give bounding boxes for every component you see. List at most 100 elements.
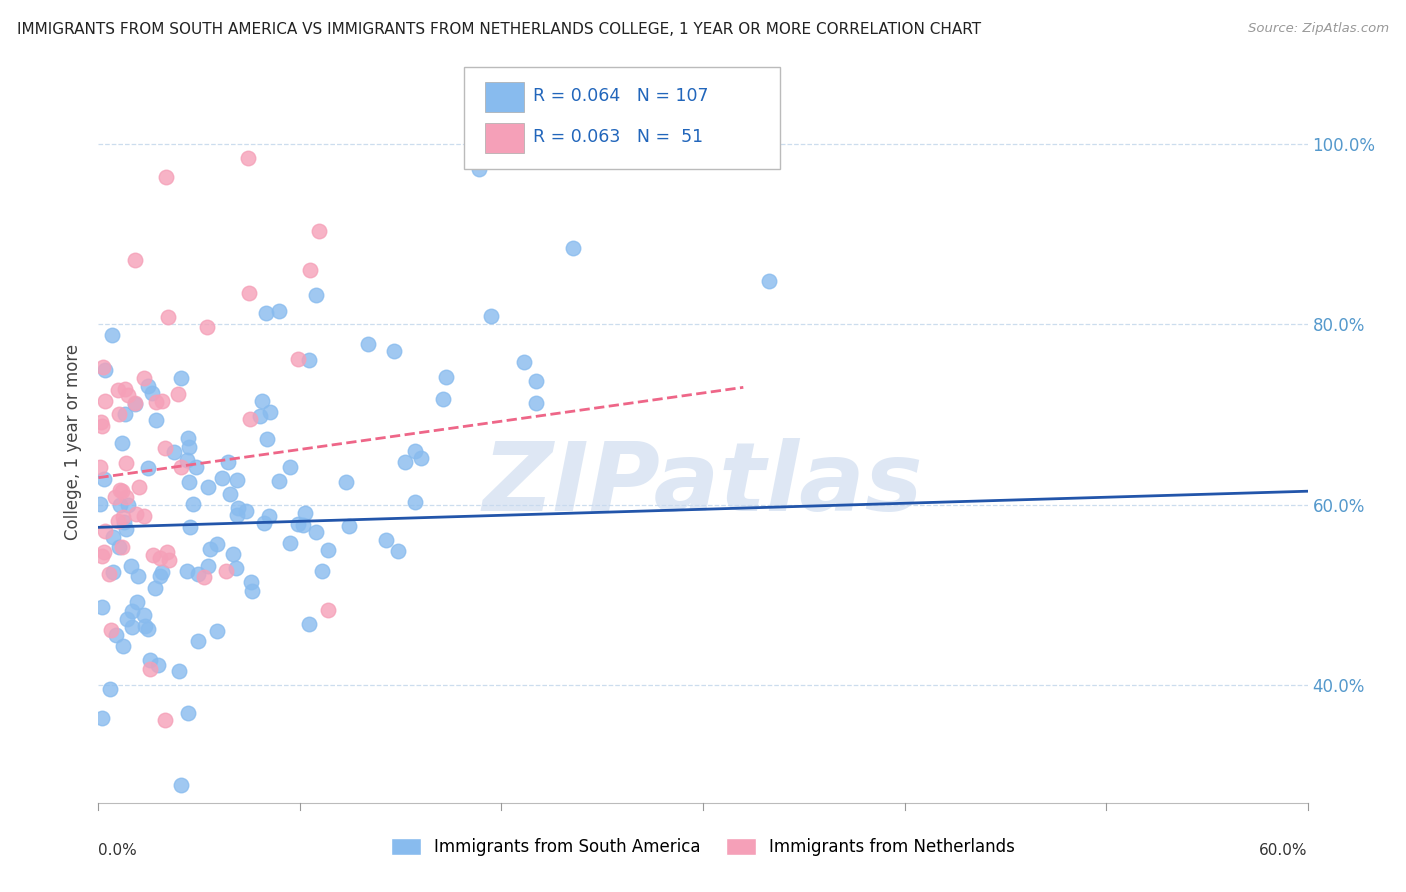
Point bbox=[211, 471, 233, 485]
Text: 0.0%: 0.0% bbox=[98, 844, 138, 858]
Point bbox=[316, 543, 339, 558]
Point bbox=[298, 352, 321, 367]
Point bbox=[127, 569, 149, 583]
Point bbox=[115, 491, 138, 505]
Point bbox=[434, 370, 457, 384]
Point bbox=[125, 507, 148, 521]
Point bbox=[357, 337, 380, 351]
Point bbox=[404, 443, 426, 458]
Point bbox=[139, 653, 162, 667]
Point bbox=[139, 662, 162, 676]
Point bbox=[152, 393, 174, 408]
Point bbox=[239, 411, 262, 425]
Point bbox=[235, 504, 257, 518]
Point bbox=[186, 459, 208, 474]
Point bbox=[222, 547, 245, 561]
Point bbox=[90, 600, 112, 615]
Point bbox=[114, 407, 136, 421]
Point bbox=[93, 524, 115, 538]
Point bbox=[115, 612, 138, 626]
Point bbox=[257, 509, 280, 524]
Point bbox=[111, 483, 134, 498]
Point bbox=[98, 567, 121, 582]
Point bbox=[149, 569, 172, 583]
Point bbox=[94, 394, 117, 409]
Point bbox=[179, 520, 201, 534]
Point bbox=[207, 624, 229, 638]
Point bbox=[278, 536, 301, 550]
Point bbox=[305, 524, 328, 539]
Point bbox=[225, 561, 247, 575]
Point bbox=[177, 706, 200, 720]
Point bbox=[170, 459, 193, 474]
Point bbox=[111, 640, 134, 654]
Point bbox=[90, 418, 112, 433]
Point bbox=[187, 634, 209, 648]
Point bbox=[136, 622, 159, 636]
Point bbox=[252, 394, 274, 409]
Point bbox=[93, 472, 115, 486]
Point bbox=[176, 452, 198, 467]
Point bbox=[193, 570, 215, 584]
Point bbox=[197, 480, 219, 494]
Point bbox=[335, 475, 357, 490]
Point bbox=[298, 263, 321, 277]
Point bbox=[259, 405, 281, 419]
Point bbox=[112, 509, 135, 524]
Point bbox=[111, 540, 134, 554]
Point bbox=[240, 583, 263, 598]
Point bbox=[91, 711, 114, 725]
Point bbox=[134, 607, 156, 622]
Point bbox=[479, 309, 502, 323]
Point bbox=[311, 564, 333, 578]
Point bbox=[177, 431, 200, 445]
Point bbox=[103, 530, 125, 544]
Point bbox=[316, 603, 339, 617]
Point bbox=[226, 474, 249, 488]
Point bbox=[114, 382, 136, 396]
Point bbox=[112, 515, 135, 529]
Point bbox=[176, 565, 198, 579]
Point bbox=[170, 778, 193, 792]
Point bbox=[98, 681, 121, 696]
Point bbox=[256, 432, 278, 446]
Point bbox=[217, 454, 239, 468]
Point bbox=[239, 574, 262, 589]
Point bbox=[157, 553, 180, 567]
Point bbox=[107, 541, 129, 555]
Point bbox=[134, 509, 156, 524]
Point bbox=[117, 388, 139, 402]
Point bbox=[387, 544, 409, 558]
Point bbox=[148, 657, 170, 672]
Point bbox=[292, 518, 315, 533]
Point bbox=[149, 551, 172, 566]
Point bbox=[153, 441, 176, 455]
Point bbox=[100, 327, 122, 342]
Point bbox=[404, 494, 426, 508]
Point bbox=[308, 224, 330, 238]
Point bbox=[382, 343, 405, 358]
Point bbox=[114, 456, 136, 470]
Point bbox=[120, 559, 142, 574]
Text: Source: ZipAtlas.com: Source: ZipAtlas.com bbox=[1249, 22, 1389, 36]
Point bbox=[94, 363, 117, 377]
Point bbox=[124, 253, 146, 268]
Point bbox=[205, 537, 228, 551]
Point bbox=[134, 371, 156, 385]
Point bbox=[253, 516, 276, 530]
Point bbox=[105, 628, 128, 642]
Point bbox=[468, 161, 491, 176]
Point bbox=[294, 506, 316, 520]
Point bbox=[374, 533, 396, 547]
Point bbox=[141, 386, 163, 401]
Point bbox=[228, 500, 250, 515]
Point bbox=[142, 548, 165, 562]
Point bbox=[278, 459, 301, 474]
Text: ZIPatlas: ZIPatlas bbox=[482, 438, 924, 532]
Point bbox=[513, 355, 536, 369]
Point bbox=[90, 549, 112, 563]
Point bbox=[269, 474, 291, 488]
Point bbox=[101, 565, 124, 579]
Point bbox=[236, 151, 259, 165]
Point bbox=[104, 490, 127, 504]
